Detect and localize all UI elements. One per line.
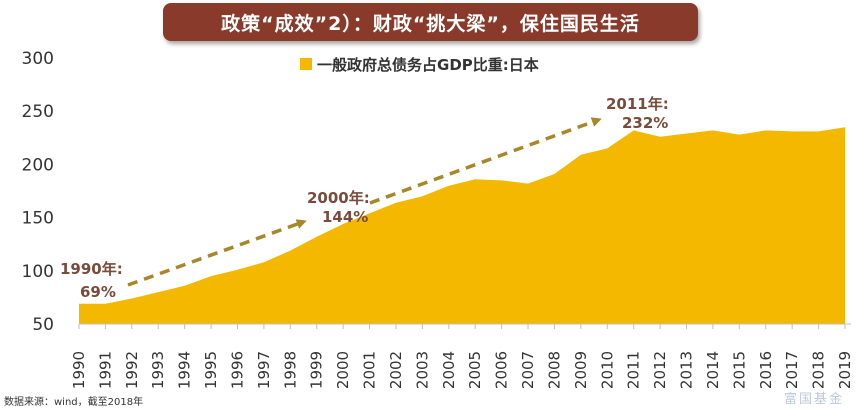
y-tick-label: 200	[22, 155, 54, 175]
x-tick-label: 1999	[308, 351, 326, 389]
area-layer	[79, 127, 845, 324]
x-tick-label: 1998	[281, 351, 299, 389]
banner-title: 政策“成效”2）：财政“挑大梁”，保住国民生活	[221, 12, 640, 35]
x-tick-label: 2006	[493, 351, 511, 389]
x-tick-label: 2003	[413, 351, 431, 389]
x-tick-label: 2017	[783, 351, 801, 389]
x-tick-label: 2013	[678, 351, 696, 389]
x-tick-label: 1993	[149, 351, 167, 389]
trend-arrow	[127, 219, 307, 287]
annotation-year: 1990年:	[60, 260, 123, 278]
y-tick-label: 250	[22, 102, 54, 122]
y-tick-label: 50	[32, 315, 54, 335]
x-tick-label: 2019	[836, 351, 854, 389]
y-tick-label: 150	[22, 209, 54, 229]
x-tick-label: 1997	[255, 351, 273, 389]
x-tick-label: 1996	[228, 351, 246, 389]
x-tick-label: 2001	[361, 351, 379, 389]
annotation-year: 2011年:	[606, 95, 669, 113]
series-area	[79, 127, 845, 324]
annotation-year: 2000年:	[307, 189, 370, 207]
x-tick-label: 2014	[704, 351, 722, 389]
x-tick-label: 2002	[387, 351, 405, 389]
chart-title-banner: 政策“成效”2）：财政“挑大梁”，保住国民生活	[163, 3, 698, 41]
x-tick-label: 2008	[545, 351, 563, 389]
x-tick-label: 2012	[651, 351, 669, 389]
legend: 一般政府总债务占GDP比重:日本	[300, 56, 539, 74]
annotation-value: 144%	[322, 208, 368, 226]
x-tick-label: 1995	[202, 351, 220, 389]
y-tick-label: 100	[22, 262, 54, 282]
x-tick-label: 1994	[176, 351, 194, 389]
x-axis: 1990 1991 1992 1993 1994 1995 1996 1997 1998 1999…	[70, 323, 854, 389]
x-tick-label: 1991	[96, 351, 114, 389]
annotation-value: 232%	[622, 114, 668, 132]
y-tick-label: 300	[22, 49, 54, 69]
x-tick-label: 1992	[123, 351, 141, 389]
x-tick-label: 2005	[466, 351, 484, 389]
legend-swatch	[300, 58, 312, 70]
x-tick-label: 2015	[730, 351, 748, 389]
x-tick-label: 2010	[598, 351, 616, 389]
x-tick-label: 2004	[440, 351, 458, 389]
x-tick-label: 2009	[572, 351, 590, 389]
watermark-logo: 富国基金	[783, 392, 844, 407]
x-tick-label: 2000	[334, 351, 352, 389]
annotations: 1990年: 69% 2000年:144% 2011年:232%	[60, 95, 669, 301]
x-tick-label: 2007	[519, 351, 537, 389]
annotation-value: 69%	[80, 283, 116, 301]
legend-label: 一般政府总债务占GDP比重:日本	[317, 56, 539, 74]
x-tick-label: 2011	[625, 351, 643, 389]
x-tick-label: 2016	[757, 351, 775, 389]
trend-arrows	[127, 117, 602, 287]
x-tick-label: 1990	[70, 351, 88, 389]
source-footnote: 数据来源：wind，截至2018年	[4, 397, 144, 408]
y-axis: 50 100 150 200 250 300	[22, 49, 54, 335]
trend-arrow	[369, 117, 602, 205]
x-tick-label: 2018	[810, 351, 828, 389]
